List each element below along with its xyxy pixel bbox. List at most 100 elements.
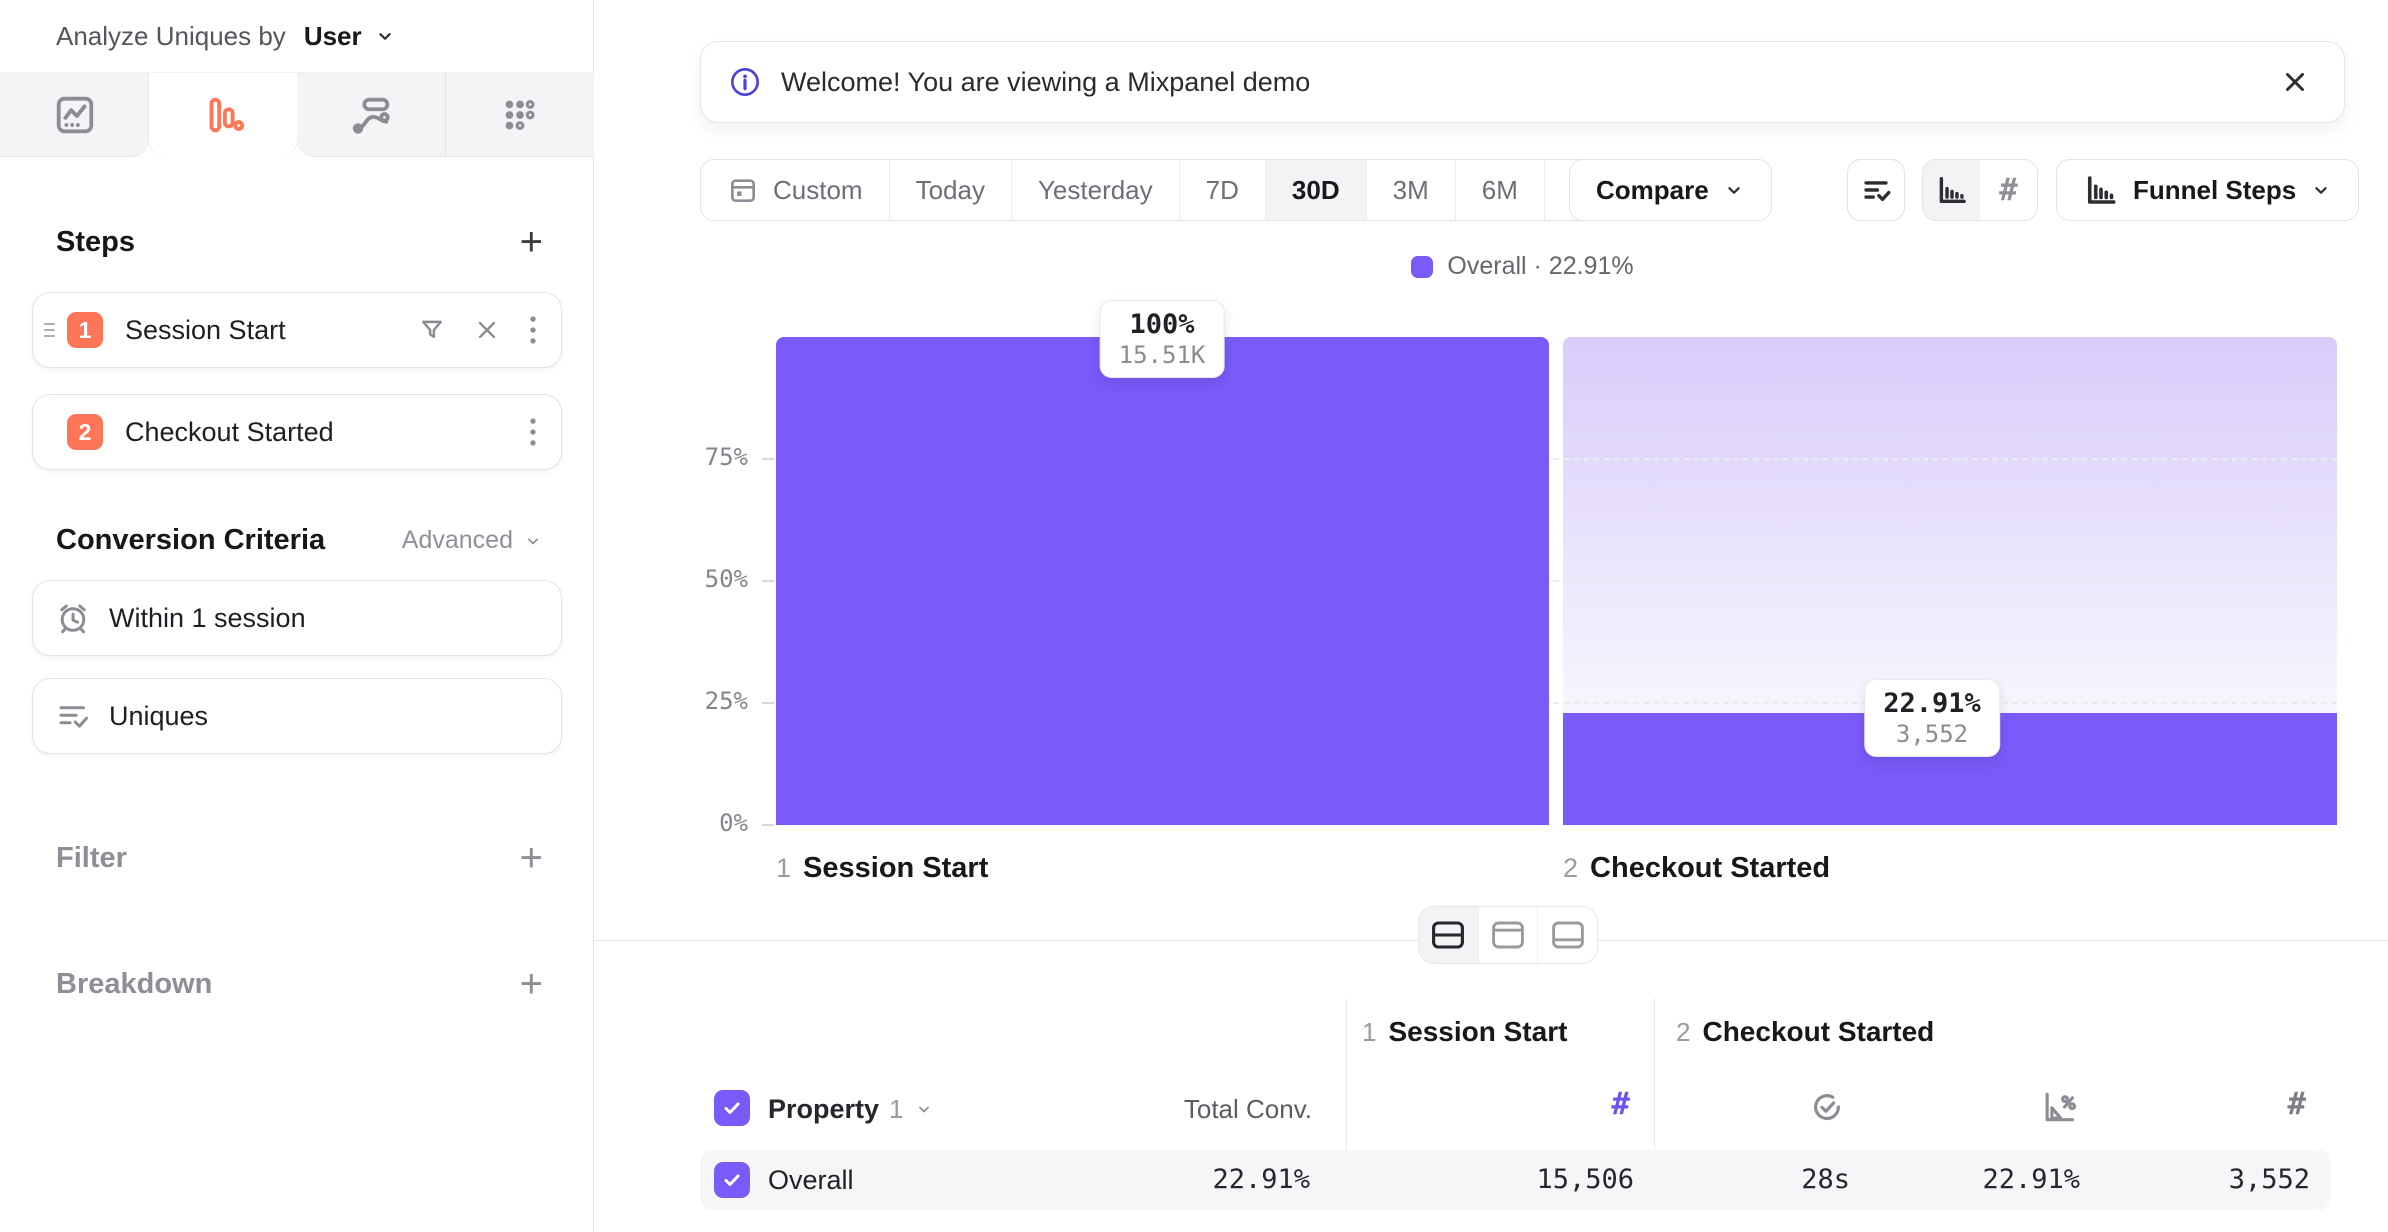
avg-time-value: 28s	[1801, 1164, 1850, 1195]
conversion-window-setting[interactable]: Within 1 session	[32, 580, 562, 656]
bar-percent: 22.91%	[1883, 688, 1981, 719]
step-number-badge: 1	[67, 312, 103, 348]
analyze-value-dropdown[interactable]: User	[303, 20, 362, 51]
number-toggle[interactable]: #	[1999, 172, 2018, 208]
layout-top-bar-icon	[1492, 921, 1524, 949]
step-menu-icon[interactable]	[527, 313, 539, 347]
remove-step-icon[interactable]	[473, 316, 501, 344]
flows-icon	[352, 97, 390, 134]
step-menu-icon[interactable]	[527, 415, 539, 449]
alarm-clock-icon	[60, 604, 86, 634]
tab-flows[interactable]	[297, 73, 446, 157]
table-column-divider	[1346, 998, 1347, 1210]
bar-value-tooltip: 100% 15.51K	[1099, 300, 1225, 378]
legend-swatch	[1411, 255, 1434, 278]
analyze-header: Analyze Uniques by User	[0, 0, 593, 73]
advanced-label: Advanced	[401, 526, 513, 554]
steps-title: Steps	[56, 225, 135, 258]
y-axis-mark	[762, 580, 774, 582]
step-row-2[interactable]: 2 Checkout Started	[32, 394, 562, 470]
filter-title: Filter	[56, 841, 127, 874]
metric-list-button[interactable]	[1847, 159, 1905, 221]
add-filter-button[interactable]: +	[519, 836, 543, 880]
calendar-icon	[731, 179, 755, 202]
conversion-criteria-header: Conversion Criteria Advanced	[56, 524, 543, 557]
date-range-custom[interactable]: Custom	[701, 160, 889, 220]
step1-count-value: 15,506	[1536, 1164, 1634, 1195]
check-icon	[724, 1174, 740, 1186]
date-range-yesterday[interactable]: Yesterday	[1010, 160, 1179, 220]
conversion-rate-icon[interactable]	[2040, 1088, 2078, 1126]
list-check-icon	[59, 706, 88, 728]
funnel-steps-view-dropdown[interactable]: Funnel Steps	[2056, 159, 2360, 221]
tab-retention[interactable]	[445, 73, 594, 157]
date-range-7d[interactable]: 7D	[1178, 160, 1265, 220]
select-all-checkbox[interactable]	[714, 1090, 750, 1126]
demo-banner: Welcome! You are viewing a Mixpanel demo	[700, 41, 2345, 123]
chevron-down-icon[interactable]	[374, 25, 396, 47]
tab-insights[interactable]	[0, 73, 149, 157]
layout-split-button[interactable]	[1419, 907, 1478, 963]
date-range-picker: Custom Today Yesterday 7D 30D 3M 6M 12M	[700, 159, 1649, 221]
layout-table-only-button[interactable]	[1537, 907, 1597, 963]
y-axis-tick-50: 50%	[704, 565, 748, 593]
add-breakdown-button[interactable]: +	[519, 962, 543, 1006]
y-axis-tick-25: 25%	[704, 687, 748, 715]
bar-count: 15.51K	[1118, 341, 1206, 369]
tab-funnels[interactable]	[148, 73, 298, 157]
row-label: Overall	[768, 1165, 854, 1195]
chevron-down-icon	[918, 1106, 929, 1113]
time-to-convert-icon[interactable]	[1808, 1088, 1846, 1126]
counting-method-setting[interactable]: Uniques	[32, 678, 562, 754]
compare-button[interactable]: Compare	[1569, 159, 1772, 221]
step-label[interactable]: Checkout Started	[125, 416, 334, 447]
conversion-criteria-title: Conversion Criteria	[56, 524, 326, 556]
total-conv-column-header[interactable]: Total Conv.	[1183, 1094, 1312, 1124]
gridline-50	[776, 580, 2337, 582]
bar-chart-toggle[interactable]	[1923, 160, 1980, 220]
y-axis-mark	[762, 702, 774, 704]
legend-label: Overall · 22.91%	[1447, 252, 1634, 280]
sidebar: Analyze Uniques by User	[0, 0, 594, 1232]
layout-split-icon	[1432, 921, 1465, 949]
x-axis-label-step-1: 1 Session Start	[776, 852, 989, 884]
layout-bottom-bar-icon	[1551, 921, 1584, 949]
close-icon[interactable]	[2280, 67, 2310, 97]
date-range-30d[interactable]: 30D	[1264, 160, 1366, 220]
step-row-1[interactable]: 1 Session Start	[32, 292, 562, 368]
step1-count-column-header[interactable]: #	[1611, 1086, 1630, 1122]
total-conv-value: 22.91%	[1212, 1164, 1310, 1195]
filter-step-icon[interactable]	[417, 315, 447, 345]
chevron-down-icon	[1728, 187, 1740, 194]
funnel-bar-session-start[interactable]	[776, 337, 1549, 825]
y-axis-tick-0: 0%	[719, 809, 748, 837]
chart-legend[interactable]: Overall · 22.91%	[700, 252, 2345, 281]
report-type-tabs	[0, 73, 594, 157]
date-range-3m[interactable]: 3M	[1365, 160, 1455, 220]
chevron-down-icon	[2315, 187, 2327, 194]
date-range-6m[interactable]: 6M	[1454, 160, 1544, 220]
conversion-window-label: Within 1 session	[109, 602, 306, 633]
drag-handle-icon[interactable]	[41, 317, 61, 343]
layout-chart-only-button[interactable]	[1477, 907, 1538, 963]
add-step-button[interactable]: +	[519, 220, 543, 264]
funnel-bars-icon	[209, 97, 245, 133]
chevron-down-icon	[528, 538, 538, 544]
info-icon	[731, 68, 759, 96]
table-row-overall[interactable]: Overall 22.91% 15,506 28s 22.91% 3,552	[700, 1150, 2330, 1210]
table-group-header-step-1: 1 Session Start	[1362, 1016, 1568, 1047]
advanced-dropdown[interactable]: Advanced	[402, 526, 543, 555]
property-column-dropdown[interactable]: Property 1	[768, 1090, 934, 1128]
counting-method-label: Uniques	[109, 700, 209, 731]
step2-count-column-header[interactable]: #	[2287, 1086, 2306, 1122]
insights-icon	[56, 96, 93, 133]
y-axis-mark	[762, 824, 774, 826]
step-label[interactable]: Session Start	[125, 314, 286, 345]
bar-percent: 100%	[1129, 309, 1195, 340]
banner-text: Welcome! You are viewing a Mixpanel demo	[781, 66, 1311, 97]
bar-chart-icon	[1939, 176, 1966, 204]
row-checkbox[interactable]	[714, 1162, 750, 1198]
date-range-today[interactable]: Today	[888, 160, 1011, 220]
y-axis-tick-75: 75%	[704, 443, 748, 471]
